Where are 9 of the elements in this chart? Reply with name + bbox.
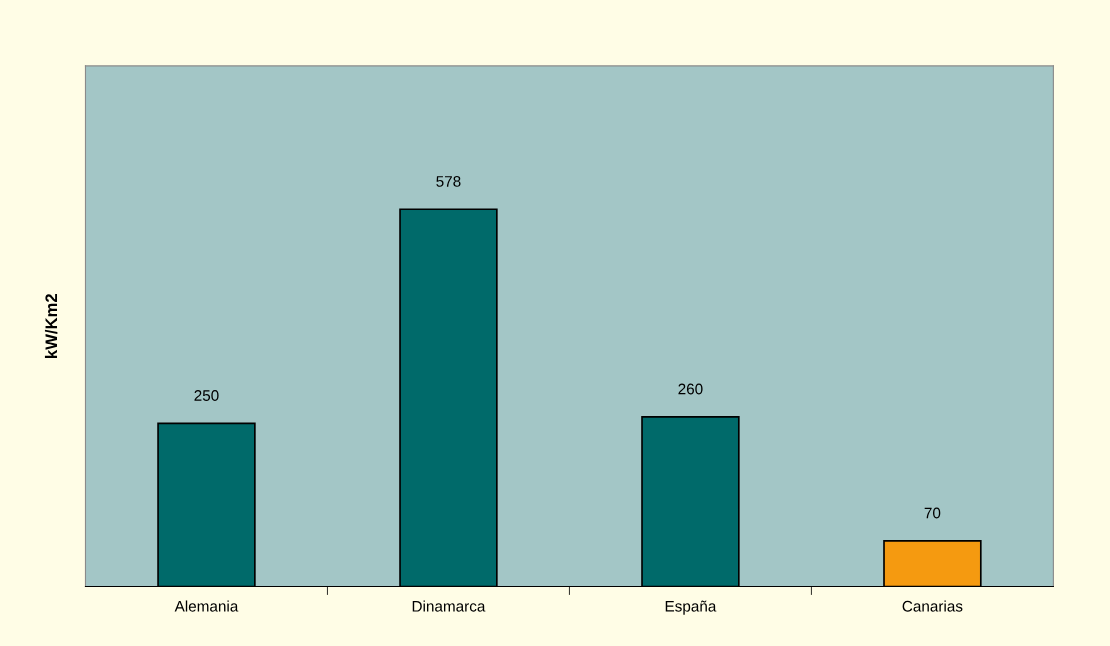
data-label: 70 xyxy=(924,507,941,519)
x-tick-label: Dinamarca xyxy=(412,600,486,612)
data-label: 250 xyxy=(194,390,219,401)
data-label: 578 xyxy=(436,175,461,187)
y-axis-title: kW/Km2 xyxy=(44,294,58,358)
x-tick-label: Canarias xyxy=(902,600,963,612)
x-tick-label: Alemania xyxy=(174,600,239,612)
data-label: 260 xyxy=(678,383,703,395)
x-tick-label: España xyxy=(665,600,717,615)
